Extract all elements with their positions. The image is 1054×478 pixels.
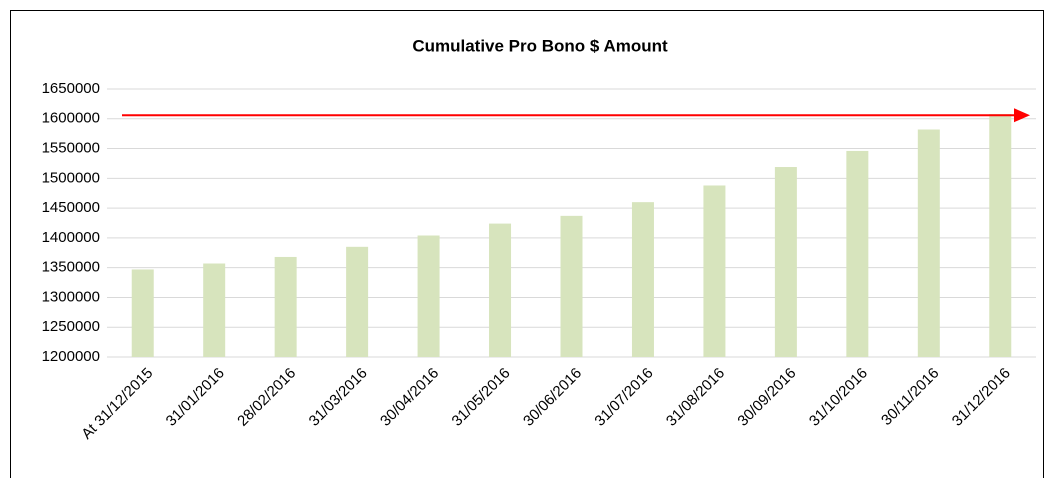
y-tick-label: 1600000: [42, 110, 100, 127]
y-tick-label: 1450000: [42, 199, 100, 216]
chart-border: [10, 10, 1044, 478]
bar: [774, 167, 797, 357]
y-tick-label: 1300000: [42, 288, 100, 305]
bar: [203, 263, 226, 357]
bar: [989, 114, 1012, 357]
y-tick-label: 1250000: [42, 318, 100, 335]
y-tick-label: 1200000: [42, 348, 100, 365]
bar: [489, 223, 512, 357]
bar: [274, 256, 297, 357]
y-tick-label: 1350000: [42, 259, 100, 276]
bar: [560, 215, 583, 357]
bar: [917, 129, 940, 357]
bar: [346, 246, 369, 357]
y-tick-label: 1500000: [42, 169, 100, 186]
bar: [131, 269, 154, 357]
bar: [703, 185, 726, 357]
bar: [417, 235, 440, 357]
bar: [631, 202, 654, 357]
reference-arrow-head: [1014, 108, 1030, 123]
y-tick-label: 1650000: [42, 80, 100, 97]
y-tick-label: 1550000: [42, 140, 100, 157]
y-tick-label: 1400000: [42, 229, 100, 246]
bar: [846, 150, 869, 357]
chart-title: Cumulative Pro Bono $ Amount: [412, 36, 668, 55]
